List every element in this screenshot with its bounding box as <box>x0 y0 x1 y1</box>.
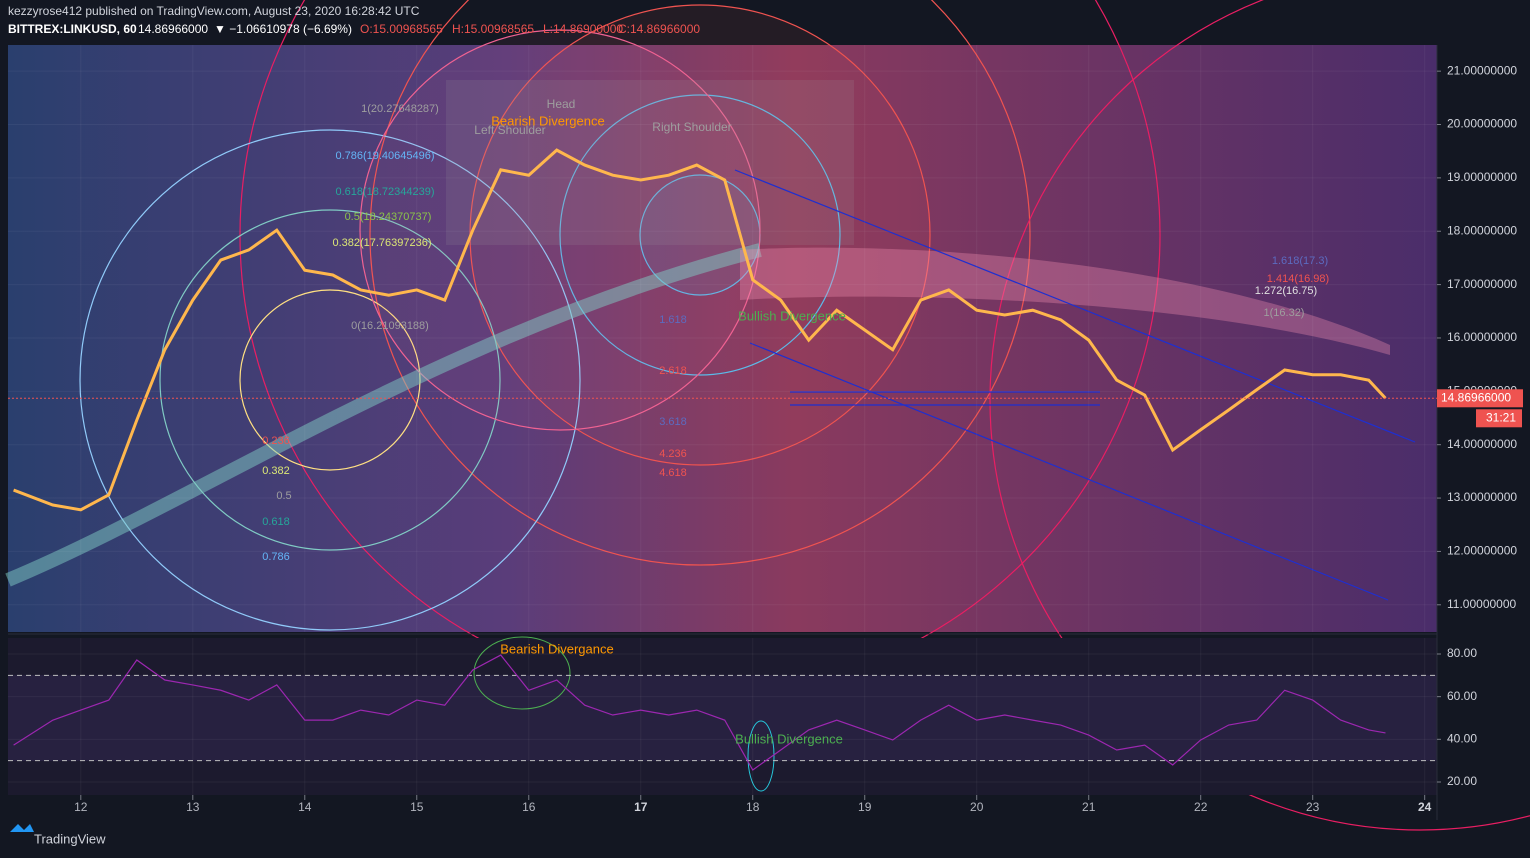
annotation: 2.618 <box>659 365 687 377</box>
annotation: 1(16.32) <box>1264 307 1305 319</box>
countdown: 31:21 <box>1486 410 1516 424</box>
annotation: 1.414(16.98) <box>1267 273 1329 285</box>
y-tick-label: 40.00 <box>1447 731 1477 745</box>
rsi-pane <box>8 638 1437 795</box>
y-tick-label: 14.00000000 <box>1447 437 1517 451</box>
y-tick-label: 60.00 <box>1447 689 1477 703</box>
divergence-circle <box>747 720 775 792</box>
annotation: 0.236 <box>262 435 290 447</box>
countdown-tag <box>1476 409 1522 428</box>
annotation: Right Shoulder <box>652 120 731 134</box>
x-tick-label: 24 <box>1418 800 1432 814</box>
channel-lines <box>734 169 1416 601</box>
annotation: Head <box>547 97 576 111</box>
logo <box>10 824 34 832</box>
rsi-band <box>8 675 1437 761</box>
x-tick-label: 13 <box>186 800 200 814</box>
x-tick-label: 20 <box>970 800 984 814</box>
x-tick-label: 21 <box>1082 800 1096 814</box>
annotation: 0.382(17.76397236) <box>332 237 431 249</box>
annotation: Bearish Divergance <box>500 641 613 656</box>
annotation: 4.236 <box>659 448 687 460</box>
x-tick-label: 17 <box>634 800 648 814</box>
annotation: 1.618 <box>659 314 687 326</box>
annotation: 0(16.21093188) <box>351 320 429 332</box>
annotation: 0.618(18.72344239) <box>335 186 434 198</box>
y-tick-label: 12.00000000 <box>1447 544 1517 558</box>
pattern-box <box>446 80 854 245</box>
rsi-line <box>13 654 1386 771</box>
y-tick-label: 21.00000000 <box>1447 63 1517 77</box>
y-tick-label: 13.00000000 <box>1447 490 1517 504</box>
annotation: 0.5 <box>276 490 291 502</box>
x-tick-label: 12 <box>74 800 88 814</box>
annotation: Bullish Divergence <box>735 731 843 746</box>
low: L:14.86900000 <box>543 22 623 36</box>
y-tick-label: 80.00 <box>1447 646 1477 660</box>
y-tick-label: 19.00000000 <box>1447 170 1517 184</box>
divergence-circle <box>473 636 571 710</box>
x-tick-label: 19 <box>858 800 872 814</box>
y-tick-label: 18.00000000 <box>1447 223 1517 237</box>
annotation: 0.786(19.40645496) <box>335 150 434 162</box>
fib-circles <box>79 0 1530 831</box>
y-tick-label: 17.00000000 <box>1447 277 1517 291</box>
price-tag <box>1437 389 1523 408</box>
close: C:14.86966000 <box>618 22 700 36</box>
change: ▼ −1.06610978 (−6.69%) <box>214 22 352 36</box>
annotation: 0.382 <box>262 465 290 477</box>
annotation: 1.618(17.3) <box>1272 255 1328 267</box>
annotation: Bearish Divergence <box>491 113 604 128</box>
y-tick-label: 11.00000000 <box>1447 597 1517 611</box>
price-line <box>13 148 1387 512</box>
annotation: 1(20.27648287) <box>361 103 439 115</box>
annotation: Left Shoulder <box>474 123 545 137</box>
annotation: Bullish Divergence <box>738 308 846 323</box>
symbol: BITTREX:LINKUSD, 60 <box>8 22 137 36</box>
x-tick-label: 18 <box>746 800 760 814</box>
y-tick-label: 20.00 <box>1447 774 1477 788</box>
y-tick-label: 16.00000000 <box>1447 330 1517 344</box>
cloud-area <box>740 247 1390 355</box>
annotation: 0.5(18.24370737) <box>345 211 432 223</box>
annotation: 3.618 <box>659 416 687 428</box>
price-tag-label: 14.86966000 <box>1441 390 1511 404</box>
last: 14.86966000 <box>138 22 208 36</box>
x-tick-label: 22 <box>1194 800 1208 814</box>
annotation: 0.618 <box>262 516 290 528</box>
annotation: 1.272(16.75) <box>1255 285 1317 297</box>
brand: TradingView <box>34 831 106 846</box>
annotation: 4.618 <box>659 467 687 479</box>
open: O:15.00968565 <box>360 22 443 36</box>
published: kezzyrose412 published on TradingView.co… <box>8 4 420 18</box>
x-tick-label: 16 <box>522 800 536 814</box>
cloud-band <box>5 243 762 587</box>
x-tick-label: 23 <box>1306 800 1320 814</box>
annotation: 0.786 <box>262 551 290 563</box>
y-tick-label: 20.00000000 <box>1447 117 1517 131</box>
x-tick-label: 15 <box>410 800 424 814</box>
high: H:15.00968565 <box>452 22 534 36</box>
x-tick-label: 14 <box>298 800 312 814</box>
price-pane <box>8 45 1437 632</box>
